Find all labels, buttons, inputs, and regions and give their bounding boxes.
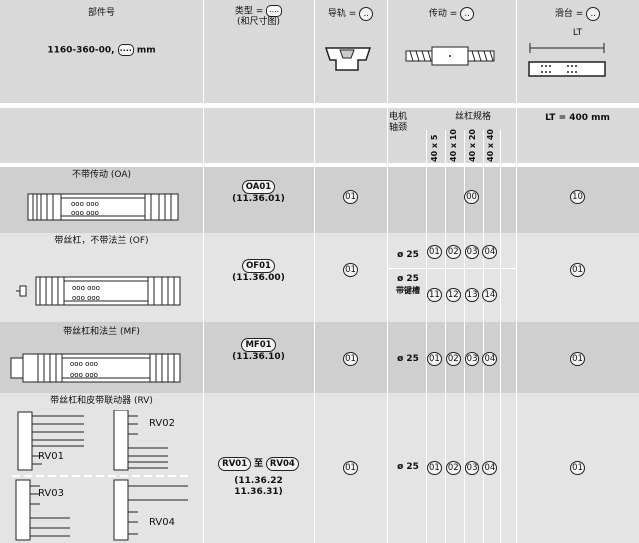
screw-drive-icon [405,46,495,66]
row-mf-name: 带丝杠和法兰 (MF) [63,327,140,337]
keyway-label: 带键槽 [396,286,420,295]
screw-code[interactable]: 03 [464,352,480,366]
screw-code[interactable]: 12 [445,288,461,302]
journal-label: ø 25 [397,274,419,284]
svg-text:ooo ooo: ooo ooo [70,371,98,379]
rv-variants-icon [12,410,192,541]
drive-code[interactable]: 00 [464,190,479,204]
screw-code[interactable]: 02 [445,352,461,366]
screw-code[interactable]: 14 [482,288,498,302]
variant-rv04: RV04 [149,517,175,528]
type-code-rv01[interactable]: RV01 [218,457,252,471]
screw-code[interactable]: 01 [427,461,442,475]
row-rv-name: 带丝杠和皮带联动器 (RV) [50,396,153,406]
variant-rv03: RV03 [38,488,64,499]
screw-code[interactable]: 03 [464,245,480,259]
variant-rv01: RV01 [38,451,64,462]
screw-size-40x20: 40 x 20 [468,129,477,162]
variant-rv02: RV02 [149,418,175,429]
type-ref: 11.36.31) [234,487,283,497]
screw-code[interactable]: 11 [427,288,442,302]
screw-size-40x40: 40 x 40 [486,129,495,162]
type-label: 类型 = .... [203,5,314,18]
screw-code[interactable]: 02 [445,245,461,259]
svg-text:ooo ooo: ooo ooo [71,209,99,217]
subheader-band [0,108,639,163]
screw-code[interactable]: 01 [427,352,442,366]
carriage-label: 滑台 = .. [516,7,639,21]
row-oa-name: 不带传动 (OA) [72,170,131,180]
carriage-length-label: LT [572,28,583,38]
part-number-label: 部件号 [87,8,115,18]
screw-code[interactable]: 04 [482,461,498,475]
screw-code[interactable]: 02 [445,461,461,475]
screw-size-40x10: 40 x 10 [449,129,458,162]
header-band [0,0,639,103]
type-code-oa01[interactable]: OA01 [241,180,276,194]
carriage-code[interactable]: 01 [570,352,585,366]
motor-journal-label: 电机 轴颈 [389,112,408,133]
journal-label: ø 25 [397,462,419,472]
carriage-code[interactable]: 01 [570,263,585,277]
row-rv-band [0,393,639,543]
module-of-icon: ooo ooo ooo ooo [16,276,181,306]
type-code-mf01[interactable]: MF01 [241,338,276,352]
carriage-code[interactable]: 01 [570,461,585,475]
row-oa-type: OA01 (11.36.01) [232,180,285,204]
screw-size-40x5: 40 x 5 [430,134,439,162]
svg-text:ooo ooo: ooo ooo [71,200,99,208]
screw-codes: 11 12 13 14 [427,288,498,302]
rail-icon [324,47,372,71]
part-number: 1160-360-00, .... mm [47,44,156,56]
row-of-name: 带丝杠，不带法兰 (OF) [54,236,149,246]
rail-code[interactable]: 01 [343,461,358,475]
rail-code[interactable]: 01 [343,190,358,204]
type-ref: (11.36.22 [234,476,283,486]
length-placeholder: .... [117,44,134,56]
module-mf-icon: ooo ooo ooo ooo [10,353,181,383]
screw-code[interactable]: 03 [464,461,480,475]
type-sub: (和尺寸图) [236,17,281,27]
screw-code[interactable]: 13 [464,288,480,302]
carriage-icon [528,43,606,77]
svg-text:ooo ooo: ooo ooo [72,284,100,292]
type-code-of01[interactable]: OF01 [242,259,275,273]
journal-label: ø 25 [397,250,419,260]
row-mf-type: MF01 (11.36.10) [232,338,285,362]
row-rv-type: RV01 至 RV04 [203,457,314,471]
screw-code[interactable]: 01 [427,245,442,259]
screw-codes: 01 02 03 04 [427,245,498,259]
svg-text:ooo ooo: ooo ooo [70,360,98,368]
carriage-code[interactable]: 10 [570,190,585,204]
screw-codes: 01 02 03 04 [427,352,498,366]
carriage-length-value: LT = 400 mm [545,113,610,123]
screw-spec-label: 丝杠规格 [454,112,491,122]
screw-code[interactable]: 04 [482,352,498,366]
screw-codes: 01 02 03 04 [427,461,498,475]
journal-label: ø 25 [397,354,419,364]
type-code-rv04[interactable]: RV04 [265,457,299,471]
screw-code[interactable]: 04 [482,245,498,259]
rail-code[interactable]: 01 [343,352,358,366]
rail-code[interactable]: 01 [343,263,358,277]
svg-text:ooo ooo: ooo ooo [72,294,100,302]
rail-label: 导轨 = .. [314,7,387,21]
row-of-type: OF01 (11.36.00) [232,259,285,283]
drive-label: 传动 = .. [387,7,516,21]
